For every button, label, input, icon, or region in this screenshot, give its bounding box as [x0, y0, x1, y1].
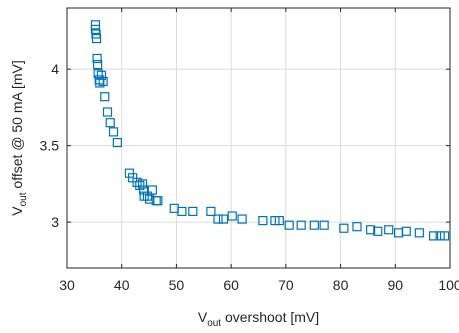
- data-point: [339, 223, 349, 233]
- data-point: [93, 69, 103, 79]
- y-tick-label: 3.5: [40, 138, 60, 154]
- data-point: [439, 231, 450, 241]
- data-point: [93, 59, 103, 70]
- data-point: [188, 206, 198, 217]
- y-axis-label-subscript: out: [18, 192, 29, 206]
- data-point: [218, 214, 229, 224]
- axis-ticks: 30 40 50 60 70 80 90 100 3 3.5 4: [40, 8, 459, 293]
- data-points: [90, 20, 450, 241]
- x-axis-label: Vout overshoot [mV]: [198, 309, 319, 329]
- x-tick-label: 90: [387, 277, 403, 293]
- data-point: [142, 191, 153, 201]
- y-axis-label-rest: offset @ 50 mA [mV]: [9, 60, 25, 192]
- x-axis-label-subscript: out: [207, 318, 221, 329]
- data-point: [213, 214, 223, 224]
- data-point: [237, 214, 247, 224]
- data-point: [373, 226, 383, 236]
- data-point: [102, 107, 113, 117]
- x-tick-label: 50: [169, 277, 185, 293]
- y-axis-label: Vout offset @ 50 mA [mV]: [9, 60, 29, 215]
- x-tick-label: 100: [438, 277, 459, 293]
- x-axis-label-rest: overshoot [mV]: [221, 309, 319, 325]
- data-point: [139, 191, 149, 201]
- data-point: [296, 220, 306, 230]
- y-axis-label-main: V: [9, 206, 25, 216]
- data-point: [284, 220, 294, 230]
- y-tick-label: 4: [51, 61, 59, 77]
- data-point: [153, 196, 163, 206]
- data-point: [105, 118, 115, 128]
- x-axis-label-main: V: [198, 309, 208, 325]
- x-tick-label: 40: [114, 277, 130, 293]
- data-point: [96, 70, 107, 80]
- data-point: [169, 203, 179, 213]
- data-point: [352, 222, 362, 232]
- data-point: [177, 206, 187, 217]
- data-point: [309, 220, 319, 230]
- data-point: [132, 177, 142, 187]
- data-point: [112, 137, 122, 148]
- data-point: [92, 53, 102, 64]
- data-point: [401, 226, 411, 236]
- x-tick-label: 70: [278, 277, 294, 293]
- data-point: [137, 179, 148, 189]
- data-point: [227, 211, 237, 221]
- data-point: [366, 225, 376, 235]
- data-point: [274, 215, 284, 226]
- data-point: [206, 206, 216, 217]
- data-point: [258, 215, 268, 226]
- data-point: [319, 220, 329, 230]
- data-point: [147, 185, 157, 195]
- y-tick-label: 3: [51, 214, 59, 230]
- data-point: [98, 76, 108, 87]
- plot-frame: [66, 7, 451, 269]
- data-point: [414, 228, 424, 238]
- data-point: [108, 127, 119, 137]
- x-tick-label: 60: [223, 277, 239, 293]
- data-point: [384, 225, 394, 235]
- x-tick-label: 80: [333, 277, 349, 293]
- data-point: [91, 33, 102, 44]
- data-point: [428, 231, 439, 241]
- x-tick-label: 30: [59, 277, 75, 293]
- data-point: [100, 92, 110, 102]
